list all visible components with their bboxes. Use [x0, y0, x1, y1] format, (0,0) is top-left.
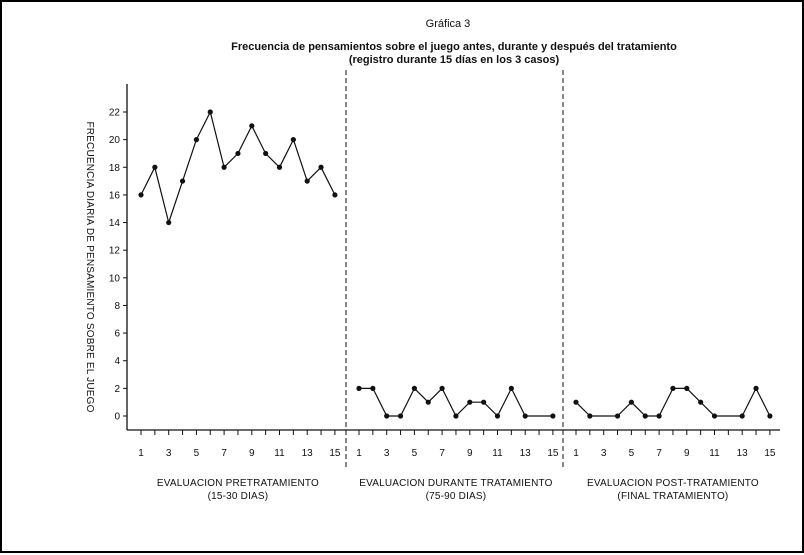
- y-tick-label-16: 16: [109, 190, 121, 201]
- data-point-3-8: [670, 385, 676, 391]
- data-point-2-4: [397, 413, 404, 419]
- x-tick-label-2-15: 15: [547, 448, 559, 459]
- data-point-3-2: [587, 413, 593, 419]
- data-point-3-4: [614, 413, 621, 419]
- panel-sublabel-2: (75-90 DIAS): [426, 491, 487, 502]
- y-tick-label-2: 2: [114, 384, 120, 395]
- y-tick-label-6: 6: [114, 329, 120, 340]
- data-point-2-10: [481, 399, 487, 405]
- x-tick-label-2-1: 1: [356, 448, 362, 459]
- panel-sublabel-1: (15-30 DIAS): [208, 491, 269, 502]
- series-line-1: [140, 111, 336, 224]
- data-point-1-8: [235, 150, 241, 157]
- x-tick-label-3-11: 11: [709, 448, 720, 459]
- data-point-1-2: [152, 164, 158, 170]
- data-point-1-10: [263, 150, 269, 157]
- data-point-1-5: [193, 137, 199, 143]
- data-point-2-6: [425, 399, 431, 405]
- y-tick-label-12: 12: [109, 246, 121, 257]
- x-tick-label-1-5: 5: [194, 448, 200, 459]
- data-point-1-12: [290, 137, 296, 143]
- data-point-3-13: [739, 413, 745, 419]
- x-tick-label-2-5: 5: [412, 448, 418, 459]
- y-tick-label-18: 18: [109, 163, 121, 174]
- x-tick-label-2-3: 3: [384, 448, 390, 459]
- data-point-3-14: [753, 385, 759, 391]
- data-point-2-11: [494, 413, 501, 419]
- x-tick-label-3-15: 15: [764, 448, 776, 459]
- panel-label-1: EVALUACION PRETRATAMIENTO: [157, 478, 319, 489]
- data-point-1-13: [304, 178, 310, 184]
- data-point-3-5: [628, 399, 635, 405]
- panel-label-3: EVALUACION POST-TRATAMIENTO: [587, 478, 759, 489]
- series-line-2: [359, 387, 553, 417]
- data-point-3-9: [684, 385, 690, 391]
- x-tick-label-3-7: 7: [656, 448, 662, 459]
- data-point-3-15: [767, 413, 773, 419]
- data-point-2-15: [550, 413, 556, 419]
- x-tick-label-1-15: 15: [329, 448, 341, 459]
- x-tick-label-3-3: 3: [601, 448, 607, 459]
- x-tick-label-2-7: 7: [439, 448, 445, 459]
- panel-label-2: EVALUACION DURANTE TRATAMIENTO: [359, 478, 552, 489]
- x-tick-label-1-11: 11: [274, 448, 285, 459]
- chart-caption: Gráfica 3: [426, 18, 471, 30]
- y-axis-label: FRECUENCIA DIARIA DE PENSAMIENTO SOBRE E…: [84, 121, 95, 412]
- x-tick-label-3-13: 13: [737, 448, 749, 459]
- y-tick-label-10: 10: [109, 273, 121, 284]
- y-tick-label-22: 22: [109, 108, 121, 119]
- data-point-3-1: [573, 399, 579, 405]
- x-tick-label-3-5: 5: [629, 448, 635, 459]
- series-line-3: [575, 387, 771, 417]
- data-marks: [138, 109, 773, 419]
- x-tick-label-3-1: 1: [573, 448, 579, 459]
- data-point-1-9: [249, 123, 255, 129]
- data-point-3-10: [698, 399, 704, 405]
- y-tick-label-8: 8: [114, 301, 120, 312]
- y-tick-label-14: 14: [109, 218, 121, 229]
- data-point-1-11: [276, 164, 283, 170]
- chart-title: Frecuencia de pensamientos sobre el jueg…: [231, 41, 677, 53]
- y-tick-label-4: 4: [114, 356, 120, 367]
- x-tick-label-1-3: 3: [166, 448, 172, 459]
- data-point-2-1: [356, 385, 362, 391]
- x-tick-label-1-9: 9: [249, 448, 255, 459]
- data-point-3-7: [656, 413, 662, 419]
- x-tick-label-2-13: 13: [520, 448, 532, 459]
- data-point-1-14: [318, 164, 324, 170]
- data-point-2-9: [467, 399, 473, 405]
- x-tick-label-3-9: 9: [684, 448, 690, 459]
- x-tick-label-1-7: 7: [221, 448, 227, 459]
- x-tick-label-2-9: 9: [467, 448, 473, 459]
- panel-sublabel-3: (FINAL TRATAMIENTO): [617, 491, 728, 502]
- data-point-3-11: [711, 413, 718, 419]
- data-point-1-1: [138, 192, 144, 198]
- data-point-1-7: [221, 164, 227, 170]
- data-point-2-12: [508, 385, 514, 391]
- y-tick-label-20: 20: [109, 135, 121, 146]
- x-tick-label-2-11: 11: [492, 448, 503, 459]
- data-point-1-4: [179, 178, 186, 184]
- y-tick-label-0: 0: [114, 412, 120, 423]
- data-point-2-5: [411, 385, 417, 391]
- data-point-1-6: [207, 109, 213, 115]
- data-point-1-3: [166, 219, 172, 226]
- x-tick-label-1-1: 1: [138, 448, 144, 459]
- data-point-2-3: [384, 413, 390, 419]
- data-point-2-2: [370, 385, 376, 391]
- data-point-3-6: [642, 413, 648, 419]
- data-point-2-13: [522, 413, 528, 419]
- data-point-1-15: [332, 192, 338, 198]
- data-point-2-8: [453, 413, 459, 419]
- chart-subtitle: (registro durante 15 días en los 3 casos…: [349, 54, 560, 66]
- data-point-2-7: [439, 385, 445, 391]
- x-tick-label-1-13: 13: [302, 448, 314, 459]
